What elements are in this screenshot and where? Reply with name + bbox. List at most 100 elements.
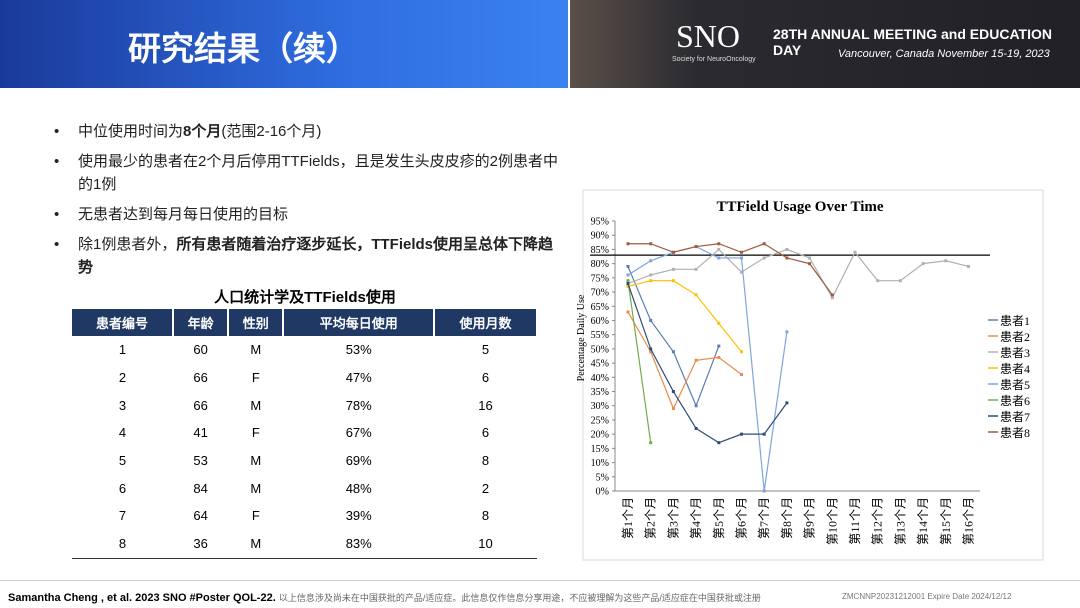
table: 患者编号 年龄 性别 平均每日使用 使用月数 1 60 M 53% 5 2 66 F 47% 6 3 66 M 78… <box>72 309 538 559</box>
bullet: 中位使用时间为8个月(范围2-16个月) <box>52 120 567 143</box>
legend-label: 患者5 <box>1000 378 1030 392</box>
legend-label: 患者1 <box>1000 314 1030 328</box>
point <box>671 350 675 354</box>
column-header: 使用月数 <box>434 309 538 336</box>
y-tick-label: 80% <box>591 259 609 270</box>
cell: 5 <box>481 342 490 358</box>
bullet-list: 中位使用时间为8个月(范围2-16个月) 使用最少的患者在2个月后停用TTFiel… <box>52 120 567 286</box>
bullet: 使用最少的患者在2个月后停用TTFields，且是发生头皮皮疹的2例患者中的1例 <box>52 150 567 196</box>
footer-rule <box>0 580 1080 581</box>
legend-label: 患者4 <box>1000 362 1030 376</box>
cell: 39% <box>345 508 372 524</box>
cell: 66 <box>193 397 208 413</box>
x-tick-label: 第12个月 <box>871 497 885 545</box>
point <box>967 264 970 268</box>
y-tick-label: 0% <box>596 487 609 498</box>
cell: 4 <box>118 425 127 441</box>
x-tick-label: 第16个月 <box>962 497 976 545</box>
cell: 8 <box>481 453 490 469</box>
cell: 53 <box>193 453 208 469</box>
point <box>649 242 653 246</box>
cell: 60 <box>193 342 208 358</box>
point <box>717 344 721 348</box>
point <box>740 250 743 254</box>
x-tick-label: 第5个月 <box>712 497 726 539</box>
point <box>626 282 630 286</box>
cell: 16 <box>478 397 493 413</box>
point <box>671 279 675 283</box>
point <box>694 404 698 408</box>
point <box>649 441 653 445</box>
cell: 84 <box>193 480 208 496</box>
cell: 64 <box>193 508 208 524</box>
point <box>671 407 675 411</box>
bullet: 除1例患者外，所有患者随着治疗逐步延长，TTFields使用呈总体下降趋势 <box>52 233 567 279</box>
point <box>785 247 789 251</box>
point <box>717 242 721 246</box>
bullet-text: 所有患者随着治疗逐步延长，TTFields使用呈总体下降趋势 <box>78 236 554 276</box>
y-tick-label: 40% <box>591 373 609 384</box>
y-tick-label: 20% <box>591 430 609 441</box>
y-axis-label: Percentage Daily Use <box>576 294 587 381</box>
point <box>717 355 721 359</box>
cell: F <box>251 508 260 524</box>
series-line <box>627 245 788 492</box>
bullet-text: 除1例患者外， <box>78 236 177 253</box>
cell: 6 <box>118 480 127 496</box>
y-tick-label: 95% <box>591 217 609 228</box>
point <box>785 330 789 334</box>
cell: 6 <box>481 425 490 441</box>
cell: 47% <box>345 370 372 386</box>
point <box>762 242 766 246</box>
column-header: 性别 <box>228 309 285 336</box>
header-band <box>0 0 568 88</box>
table-row: 7 64 F 39% 8 <box>72 502 537 530</box>
y-tick-label: 85% <box>591 245 609 256</box>
point <box>740 256 743 260</box>
slide-title: 研究结果（续） <box>128 30 359 67</box>
point <box>762 432 766 436</box>
cell: M <box>250 453 262 469</box>
cell: 67% <box>345 425 372 441</box>
cell: 53% <box>345 342 372 358</box>
point <box>649 279 653 283</box>
cell: 78% <box>345 397 372 413</box>
y-tick-label: 55% <box>591 330 609 341</box>
x-tick-label: 第10个月 <box>825 497 839 545</box>
cell: M <box>250 397 262 413</box>
cell: 8 <box>118 536 127 552</box>
x-tick-label: 第11个月 <box>848 497 862 545</box>
table-row: 4 41 F 67% 6 <box>72 419 537 447</box>
point <box>694 426 698 430</box>
point <box>717 247 721 251</box>
x-tick-label: 第9个月 <box>803 497 817 539</box>
x-tick-label: 第4个月 <box>689 497 703 539</box>
column-header: 患者编号 <box>72 309 175 336</box>
y-tick-label: 70% <box>591 288 609 299</box>
x-tick-label: 第13个月 <box>893 497 907 545</box>
y-tick-label: 35% <box>591 387 609 398</box>
point <box>649 347 653 351</box>
cell: 36 <box>193 536 208 552</box>
cell: M <box>250 342 262 358</box>
point <box>853 250 857 254</box>
point <box>626 279 630 283</box>
x-tick-label: 第6个月 <box>735 497 749 539</box>
y-tick-label: 90% <box>591 231 609 242</box>
point <box>785 401 789 405</box>
banner <box>570 0 1080 88</box>
point <box>740 432 743 436</box>
point <box>830 296 834 300</box>
point <box>626 284 630 288</box>
legend-label: 患者3 <box>1000 346 1030 360</box>
citation: Samantha Cheng , et al. 2023 SNO #Poster… <box>8 592 276 604</box>
cell: M <box>250 536 262 552</box>
x-tick-label: 第2个月 <box>644 497 658 539</box>
cell: M <box>250 480 262 496</box>
point <box>876 279 880 283</box>
series-line <box>627 248 969 300</box>
table-row: 5 53 M 69% 8 <box>72 447 537 475</box>
cell: 8 <box>481 508 490 524</box>
cell: 41 <box>193 425 208 441</box>
y-tick-label: 50% <box>591 344 609 355</box>
